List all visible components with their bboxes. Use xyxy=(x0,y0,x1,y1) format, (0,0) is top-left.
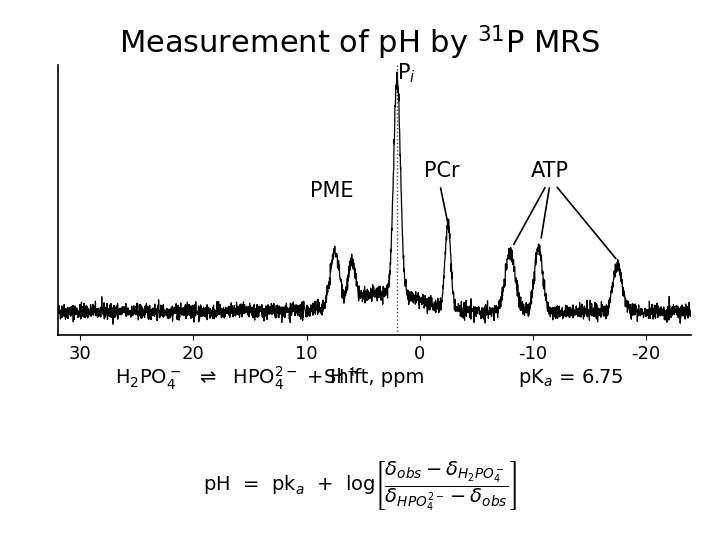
Text: PME: PME xyxy=(310,180,353,200)
X-axis label: Shift, ppm: Shift, ppm xyxy=(324,368,425,387)
Text: pK$_a$ = 6.75: pK$_a$ = 6.75 xyxy=(518,367,624,389)
Text: pH  =  pk$_a$  +  log$\left[\dfrac{\delta_{obs} - \delta_{H_2PO_4^-}}{\delta_{HP: pH = pk$_a$ + log$\left[\dfrac{\delta_{o… xyxy=(203,460,517,512)
Text: ATP: ATP xyxy=(531,160,569,180)
Text: PCr: PCr xyxy=(425,160,460,180)
Text: Measurement of pH by $^{31}$P MRS: Measurement of pH by $^{31}$P MRS xyxy=(120,24,600,63)
Text: P$_i$: P$_i$ xyxy=(397,61,416,85)
Text: H$_2$PO$_4^-$  $\rightleftharpoons$  HPO$_4^{2-}$ + H$^+$: H$_2$PO$_4^-$ $\rightleftharpoons$ HPO$_… xyxy=(115,364,359,391)
